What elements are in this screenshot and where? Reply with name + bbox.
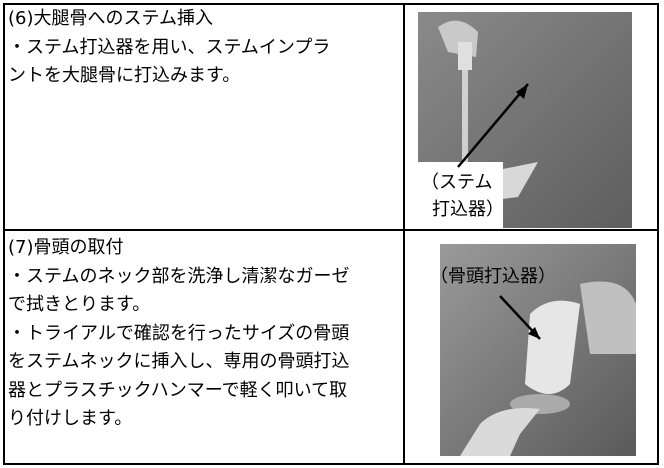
- table-border: [3, 3, 659, 465]
- photo-label: 打込器）: [432, 199, 504, 220]
- row-text: (7)骨頭の取付・ステムのネック部を洗浄し清潔なガーゼ で拭きとります。・トライア…: [8, 234, 349, 434]
- text-line: をステムネックに挿入し、専用の骨頭打込: [8, 351, 350, 372]
- text-line: 器とプラスチックハンマーで軽く叩いて取: [8, 379, 348, 401]
- photo-label: （骨頭打込器）: [440, 266, 556, 287]
- text-line: ・ステム打込器を用い、ステムインプラ: [8, 36, 331, 58]
- photo: （ステム 打込器）: [418, 12, 632, 228]
- text-line: り付けします。: [8, 408, 133, 429]
- text-line: ・トライアルで確認を行ったサイズの骨頭: [8, 322, 350, 344]
- text-line: (7)骨頭の取付: [8, 237, 124, 258]
- text-line: (6)大腿骨へのステム挿入: [8, 8, 213, 29]
- column-divider: [403, 3, 405, 463]
- row-text: (6)大腿骨へのステム挿入・ステム打込器を用い、ステムインプラ ントを大腿骨に打込…: [8, 5, 330, 91]
- photo: （骨頭打込器）: [440, 244, 636, 456]
- text-line: ・ステムのネック部を洗浄し清潔なガーゼ: [8, 265, 350, 287]
- photo-label: （ステム: [421, 172, 492, 193]
- text-line: で拭きとります。: [8, 294, 151, 315]
- row-divider: [3, 229, 659, 231]
- text-line: ントを大腿骨に打込みます。: [8, 65, 241, 86]
